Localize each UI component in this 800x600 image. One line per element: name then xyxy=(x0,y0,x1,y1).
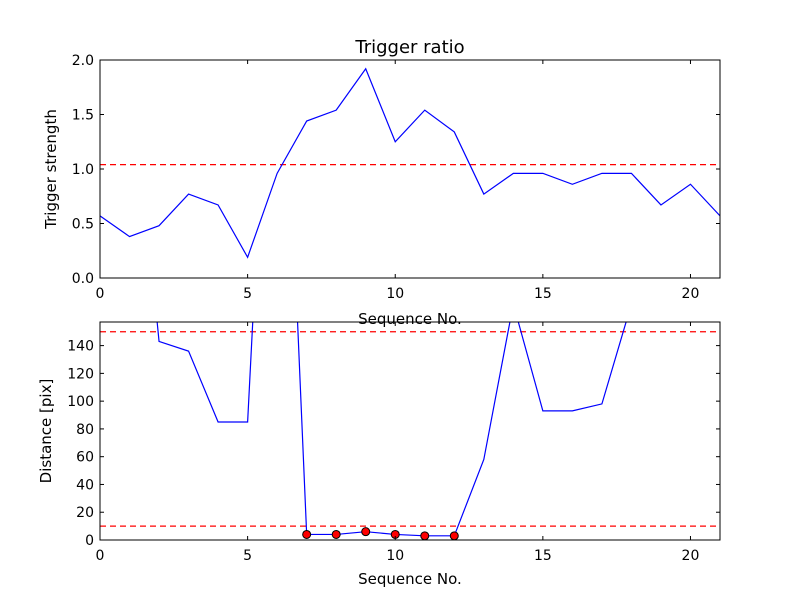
y-tick-label: 60 xyxy=(76,450,94,466)
x-tick-label: 15 xyxy=(534,286,552,302)
bottom-y-ticks: 0 20 40 60 80 100 120 140 xyxy=(67,339,720,549)
top-axes-frame xyxy=(99,59,721,279)
data-point-marker xyxy=(449,531,459,540)
chart-title: Trigger ratio xyxy=(354,37,464,58)
x-tick-label: 5 xyxy=(243,286,252,302)
y-tick-label: 140 xyxy=(67,339,94,355)
bottom-plot-area xyxy=(100,322,720,540)
x-tick-label: 15 xyxy=(534,548,552,564)
top-plot-area xyxy=(100,67,720,259)
bottom-axes-frame xyxy=(99,321,721,541)
y-tick-label: 120 xyxy=(67,366,94,382)
distance-chart: 0 5 10 15 20 0 20 40 60 80 100 120 140 Sequence No.… xyxy=(37,321,721,588)
bottom-y-axis-label: Distance [pix] xyxy=(37,379,55,484)
y-tick-label: 0.5 xyxy=(72,217,94,233)
x-tick-label: 20 xyxy=(682,286,700,302)
series-line xyxy=(100,67,720,259)
top-y-ticks: 0.0 0.5 1.0 1.5 2.0 xyxy=(72,53,720,287)
top-x-axis-label: Sequence No. xyxy=(358,310,462,328)
series-line xyxy=(156,322,627,537)
y-tick-label: 80 xyxy=(76,422,94,438)
data-point-marker xyxy=(302,529,312,539)
top-x-ticks: 0 5 10 15 20 xyxy=(96,60,700,302)
bottom-x-axis-label: Sequence No. xyxy=(358,570,462,588)
x-tick-label: 10 xyxy=(386,286,404,302)
y-tick-label: 1.5 xyxy=(72,108,94,124)
data-point-marker xyxy=(420,531,430,540)
x-tick-label: 0 xyxy=(96,286,105,302)
y-tick-label: 40 xyxy=(76,477,94,493)
top-y-axis-label: Trigger strength xyxy=(42,109,60,230)
y-tick-label: 0.0 xyxy=(72,271,94,287)
y-tick-label: 0 xyxy=(85,533,94,549)
data-point-marker xyxy=(331,529,341,539)
y-tick-label: 100 xyxy=(67,394,94,410)
x-tick-label: 20 xyxy=(682,548,700,564)
y-tick-label: 2.0 xyxy=(72,53,94,69)
x-tick-label: 10 xyxy=(386,548,404,564)
x-tick-label: 5 xyxy=(243,548,252,564)
x-tick-label: 0 xyxy=(96,548,105,564)
bottom-x-ticks: 0 5 10 15 20 xyxy=(96,322,700,564)
trigger-ratio-chart: Trigger ratio 0 5 10 15 20 0.0 0.5 1.0 1.5 2.0 S… xyxy=(42,37,721,328)
y-tick-label: 20 xyxy=(76,505,94,521)
data-point-marker xyxy=(361,527,371,537)
y-tick-label: 1.0 xyxy=(72,162,94,178)
